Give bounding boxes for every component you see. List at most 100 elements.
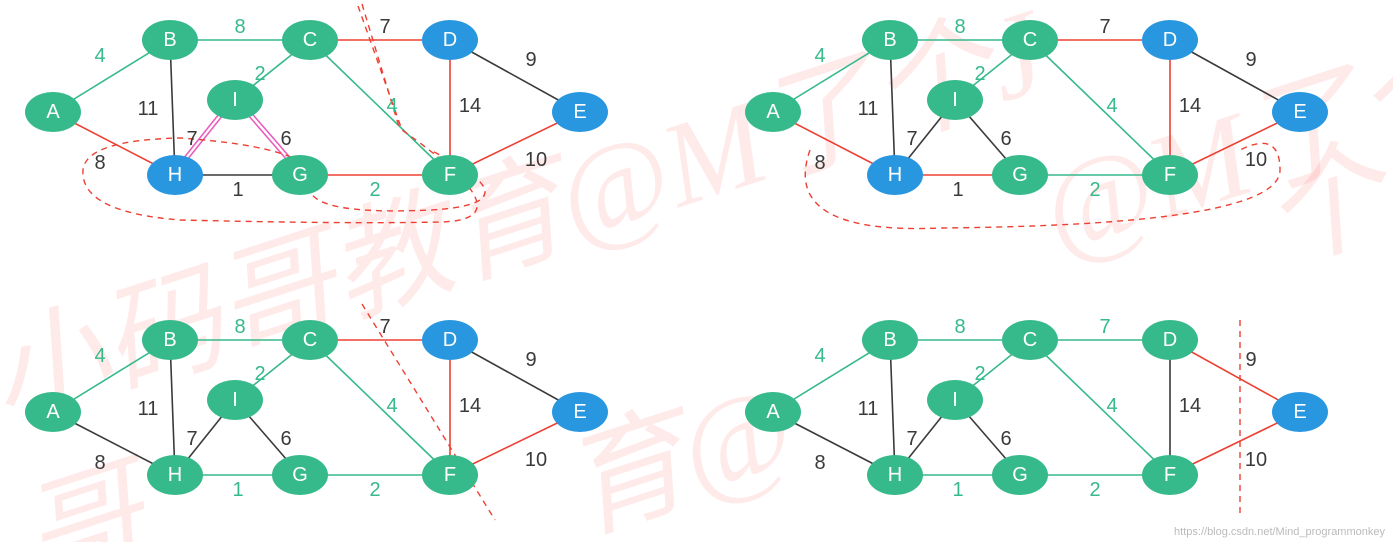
edge-weight: 1 <box>952 479 963 501</box>
node-label: B <box>883 29 896 51</box>
node-label: I <box>232 89 238 111</box>
edge-weight: 7 <box>186 128 197 150</box>
edge-weight: 14 <box>1179 95 1201 117</box>
node-label: A <box>46 401 60 423</box>
edge-weight: 4 <box>94 345 105 367</box>
edge-weight: 10 <box>1245 149 1267 171</box>
node-label: E <box>573 401 586 423</box>
node-label: G <box>1012 164 1028 186</box>
edge-weight: 2 <box>369 179 380 201</box>
edge-weight: 4 <box>1106 95 1117 117</box>
edge-weight: 7 <box>379 316 390 338</box>
edge-weight: 9 <box>1245 49 1256 71</box>
node-label: G <box>292 464 308 486</box>
node-label: C <box>303 329 317 351</box>
node-label: D <box>443 329 457 351</box>
node-label: H <box>168 464 182 486</box>
node-label: G <box>292 164 308 186</box>
node-label: C <box>1023 29 1037 51</box>
node-label: F <box>444 164 456 186</box>
edge-weight: 1 <box>232 179 243 201</box>
node-label: D <box>1163 329 1177 351</box>
edge-weight: 7 <box>186 428 197 450</box>
node-label: A <box>46 101 60 123</box>
graph-panel: A B C D E F G H I 4 8 8 11 2 7 4 9 14 10 2 1 6 7 <box>720 0 1370 240</box>
edge <box>170 340 175 475</box>
edge <box>1030 340 1170 475</box>
node-label: H <box>888 464 902 486</box>
node-label: E <box>573 101 586 123</box>
node-label: E <box>1293 101 1306 123</box>
node-label: F <box>444 464 456 486</box>
edge-weight: 14 <box>459 95 481 117</box>
node-label: I <box>232 389 238 411</box>
node-label: F <box>1164 164 1176 186</box>
edge <box>310 340 450 475</box>
node-label: E <box>1293 401 1306 423</box>
edge <box>310 40 450 175</box>
node-label: F <box>1164 464 1176 486</box>
edge <box>890 40 895 175</box>
node-label: C <box>1023 329 1037 351</box>
edge-weight: 2 <box>974 363 985 385</box>
edge-weight: 6 <box>280 428 291 450</box>
edge-weight: 8 <box>94 452 105 474</box>
edge-weight: 6 <box>1000 128 1011 150</box>
attribution: https://blog.csdn.net/Mind_programmonkey <box>1174 526 1385 538</box>
edge-weight: 4 <box>386 395 397 417</box>
node-label: A <box>766 401 780 423</box>
edge-weight: 7 <box>906 128 917 150</box>
edge-weight: 8 <box>94 152 105 174</box>
node-label: B <box>163 29 176 51</box>
edge-weight: 4 <box>814 45 825 67</box>
edge-weight: 4 <box>1106 395 1117 417</box>
node-label: I <box>952 89 958 111</box>
edge-weight: 11 <box>138 98 159 120</box>
edge-weight: 9 <box>525 349 536 371</box>
edge-weight: 8 <box>954 16 965 38</box>
node-label: B <box>883 329 896 351</box>
edge-weight: 9 <box>525 49 536 71</box>
edge-weight: 10 <box>1245 449 1267 471</box>
node-label: H <box>888 164 902 186</box>
edge <box>170 40 175 175</box>
edge-weight: 2 <box>974 63 985 85</box>
edge-weight: 11 <box>138 398 159 420</box>
edge-weight: 2 <box>369 479 380 501</box>
node-label: D <box>443 29 457 51</box>
edge-weight: 8 <box>814 152 825 174</box>
edge-weight: 8 <box>234 16 245 38</box>
graph-panels: 小码哥教育@M了个J@M了个J哥育@个J ABCDEFGHI4881127491… <box>0 0 1393 542</box>
edge-weight: 14 <box>1179 395 1201 417</box>
edge-weight: 7 <box>1099 316 1110 338</box>
edge-weight: 2 <box>254 363 265 385</box>
node-label: C <box>303 29 317 51</box>
edge-weight: 10 <box>525 149 547 171</box>
edge-weight: 7 <box>906 428 917 450</box>
node-label: G <box>1012 464 1028 486</box>
node-label: B <box>163 329 176 351</box>
node-label: I <box>952 389 958 411</box>
edge-weight: 8 <box>234 316 245 338</box>
edge-weight: 11 <box>858 98 879 120</box>
edge-weight: 4 <box>94 45 105 67</box>
node-label: H <box>168 164 182 186</box>
edge-weight: 1 <box>952 179 963 201</box>
edge-weight: 4 <box>386 95 397 117</box>
edge-weight: 8 <box>814 452 825 474</box>
edge-weight: 8 <box>954 316 965 338</box>
graph-panel: ABCDEFGHI48811274914102167 <box>720 300 1370 540</box>
edge-weight: 2 <box>1089 179 1100 201</box>
graph-panel: ABCDEFGHI48811274914102167 <box>0 300 650 540</box>
edge <box>1030 40 1170 175</box>
edge-weight: 7 <box>1099 16 1110 38</box>
edge-weight: 11 <box>858 398 879 420</box>
node-label: D <box>1163 29 1177 51</box>
edge-weight: 1 <box>232 479 243 501</box>
edge-weight: 2 <box>254 63 265 85</box>
edge <box>890 340 895 475</box>
edge-weight: 14 <box>459 395 481 417</box>
edge-weight: 4 <box>814 345 825 367</box>
edge-weight: 7 <box>379 16 390 38</box>
node-label: A <box>766 101 780 123</box>
